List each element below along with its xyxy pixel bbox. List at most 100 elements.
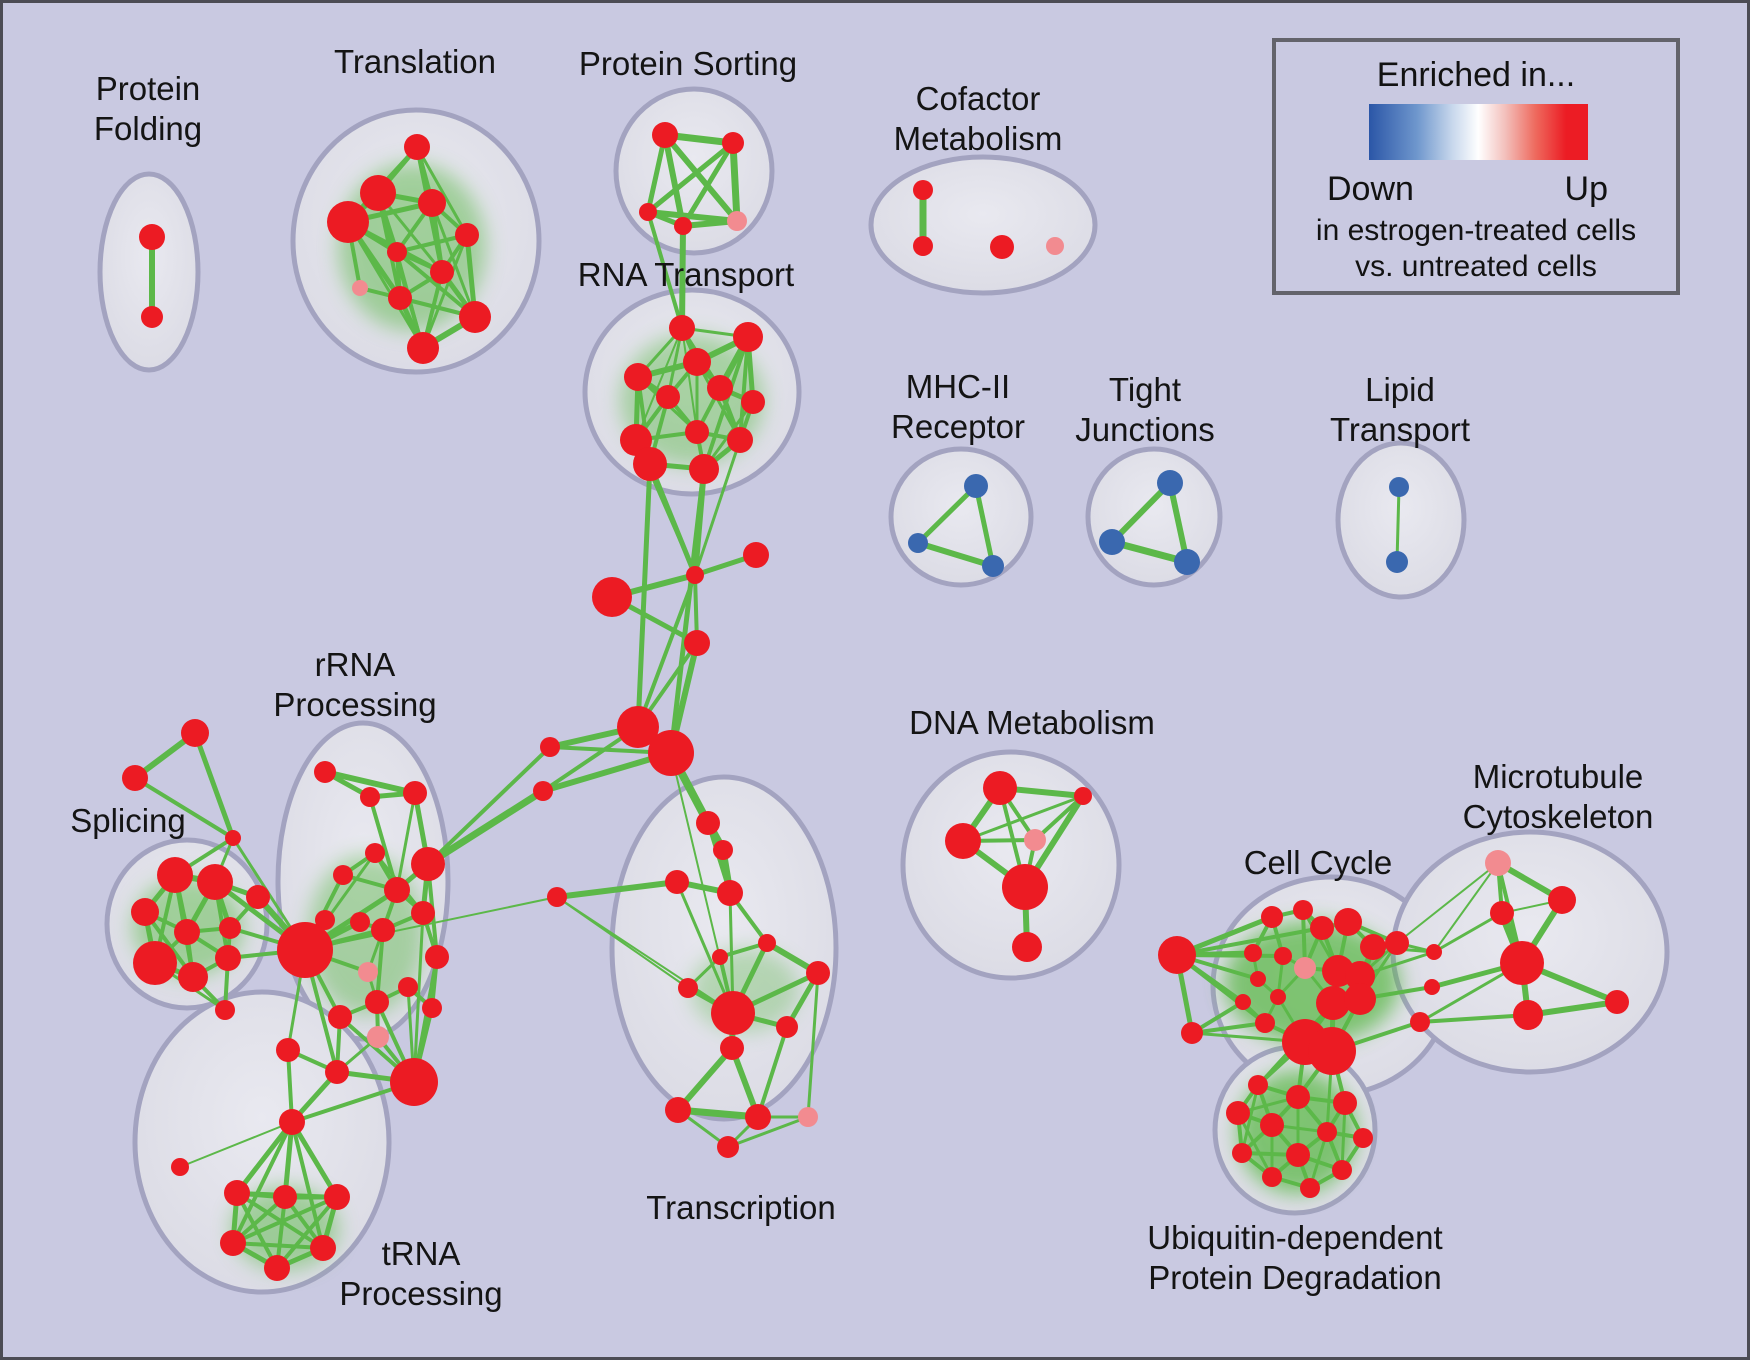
cluster-cell-cycle-label-line1: Cell Cycle [1244, 844, 1393, 881]
cluster-lipid-transport-label-line1: Lipid [1365, 371, 1435, 408]
cluster-lipid-transport-label-line2: Transport [1330, 411, 1470, 448]
edge-transcription-12--transcription-13 [674, 1106, 762, 1121]
gene-set-node-cell-cycle-7 [1244, 944, 1262, 962]
gene-set-node-trna-processing-7 [264, 1255, 290, 1281]
edge-trna-processing-0--trna-processing-2 [234, 1119, 295, 1196]
gene-set-node-rrna-processing-18 [365, 990, 389, 1014]
gene-set-node-rrna-processing-24 [367, 1026, 389, 1048]
gene-set-node-cell-cycle-1 [1181, 1022, 1203, 1044]
gene-set-node-lipid-transport-1 [1386, 551, 1408, 573]
edge-mhc-ii-receptor-1--mhc-ii-receptor-2 [915, 540, 996, 569]
gene-set-node-connectors-7 [533, 781, 553, 801]
edge-rna-transport-9--connectors-0 [693, 438, 742, 577]
gene-set-node-rna-transport-4 [707, 375, 733, 401]
gene-set-node-transcription-7 [806, 961, 830, 985]
gene-set-node-dna-metabolism-3 [945, 823, 981, 859]
gene-set-node-rrna-processing-0 [181, 719, 209, 747]
cluster-cofactor-metabolism-ellipse [868, 154, 1098, 296]
cluster-ubiquitin-degradation-label-line1: Ubiquitin-dependent [1147, 1219, 1442, 1256]
gene-set-node-trna-processing-1 [171, 1158, 189, 1176]
cluster-trna-processing-label-line2: Processing [339, 1275, 502, 1312]
gene-set-node-protein-folding-0 [139, 224, 165, 250]
edge-rrna-processing-11--rrna-processing-21 [412, 911, 425, 1084]
edge-transcription-4--transcription-8 [556, 896, 689, 989]
gene-set-node-rrna-processing-22 [325, 1060, 349, 1084]
gene-set-node-trna-processing-6 [310, 1235, 336, 1261]
legend-subtitle-line2: vs. untreated cells [1355, 250, 1597, 283]
legend-up-label: Up [1564, 170, 1608, 208]
gene-set-node-splicing-0 [157, 857, 193, 893]
edge-rrna-processing-8--connectors-7 [424, 787, 547, 868]
gene-set-node-rna-transport-2 [683, 348, 711, 376]
cluster-tight-junctions-ellipse [1085, 446, 1223, 588]
cluster-microtubule-cytoskeleton-label-line1: Microtubule [1473, 758, 1644, 795]
gene-set-node-splicing-4 [219, 917, 241, 939]
cluster-protein-folding-label-line1: Protein [96, 70, 201, 107]
cluster-tight-junctions-label-line2: Junctions [1075, 411, 1214, 448]
cluster-transcription-ellipse [609, 774, 839, 1122]
gene-set-node-ubiquitin-degradation-5 [1317, 1122, 1337, 1142]
gene-set-node-ubiquitin-degradation-3 [1226, 1101, 1250, 1125]
cluster-tight-junctions-label-line1: Tight [1109, 371, 1181, 408]
edge-translation-5--translation-9 [395, 250, 477, 319]
edge-rrna-processing-8--connectors-6 [426, 745, 552, 866]
gene-set-node-rrna-processing-7 [333, 865, 353, 885]
edge-ubiquitin-degradation-0--ubiquitin-degradation-7 [1240, 1083, 1260, 1155]
gene-set-node-translation-7 [352, 280, 368, 296]
edge-transcription-14--transcription-15 [726, 1115, 810, 1149]
edge-translation-2--translation-9 [430, 201, 477, 319]
gene-set-node-cofactor-metabolism-0 [913, 180, 933, 200]
gene-set-node-splicing-7 [215, 945, 241, 971]
gene-set-node-ubiquitin-degradation-9 [1332, 1160, 1352, 1180]
gene-set-node-rna-transport-7 [685, 420, 709, 444]
edge-protein-sorting-0--protein-sorting-2 [645, 132, 668, 215]
gene-set-node-connectors-1 [592, 577, 632, 617]
gene-set-node-translation-10 [407, 332, 439, 364]
gene-set-node-cofactor-metabolism-2 [990, 235, 1014, 259]
gene-set-node-protein-folding-1 [141, 306, 163, 328]
gene-set-node-connectors-6 [540, 737, 560, 757]
edge-cell-cycle-23--microtubule-cytoskeleton-4 [1418, 1013, 1530, 1024]
gene-set-node-translation-8 [388, 286, 412, 310]
edge-transcription-2--transcription-4 [554, 879, 680, 900]
gene-set-node-translation-4 [455, 223, 479, 247]
cluster-translation-label-line1: Translation [334, 43, 496, 80]
gene-set-node-cell-cycle-13 [1270, 989, 1286, 1005]
edge-protein-sorting-2--rna-transport-0 [646, 210, 684, 330]
cluster-rrna-processing-label-line1: rRNA [315, 646, 396, 683]
edge-connectors-5--transcription-9 [670, 752, 734, 1014]
edge-rrna-processing-13--rrna-processing-18 [375, 928, 385, 1004]
gene-set-node-translation-9 [459, 301, 491, 333]
edge-transcription-7--transcription-14 [806, 971, 820, 1119]
gene-set-node-mhc-ii-receptor-1 [908, 533, 928, 553]
gene-set-node-translation-1 [360, 175, 396, 211]
cluster-cofactor-metabolism-label-line1: Cofactor [916, 80, 1041, 117]
edge-translation-3--translation-10 [346, 220, 425, 350]
edge-protein-sorting-1--protein-sorting-2 [645, 140, 736, 215]
edge-protein-sorting-3--rna-transport-0 [679, 223, 686, 331]
gene-set-node-rrna-processing-21 [390, 1058, 438, 1106]
edge-rna-transport-11--connectors-5 [668, 466, 707, 756]
edge-mhc-ii-receptor-0--mhc-ii-receptor-2 [973, 483, 996, 569]
edge-dna-metabolism-1--dna-metabolism-3 [961, 794, 1085, 843]
edge-transcription-2--transcription-9 [675, 880, 735, 1015]
gene-set-node-connectors-4 [617, 706, 659, 748]
gene-set-node-microtubule-cytoskeleton-0 [1485, 850, 1511, 876]
gene-set-node-tight-junctions-2 [1174, 549, 1200, 575]
edge-protein-sorting-0--protein-sorting-3 [662, 132, 686, 229]
gene-set-node-splicing-5 [133, 941, 177, 985]
gene-set-node-cell-cycle-20 [1385, 931, 1409, 955]
gene-set-node-splicing-6 [178, 962, 208, 992]
gene-set-node-cell-cycle-9 [1294, 957, 1316, 979]
gene-set-node-rrna-processing-3 [314, 761, 336, 783]
cluster-microtubule-cytoskeleton-label-line2: Cytoskeleton [1463, 798, 1654, 835]
cluster-protein-sorting-label-line1: Protein Sorting [579, 45, 797, 82]
edge-protein-sorting-1--protein-sorting-4 [729, 139, 741, 225]
gene-set-node-transcription-9 [711, 991, 755, 1035]
gene-set-node-microtubule-cytoskeleton-1 [1548, 886, 1576, 914]
gene-set-node-transcription-14 [798, 1107, 818, 1127]
gene-set-node-dna-metabolism-0 [983, 771, 1017, 805]
gene-set-node-trna-processing-3 [273, 1185, 297, 1209]
gene-set-node-transcription-15 [717, 1136, 739, 1158]
